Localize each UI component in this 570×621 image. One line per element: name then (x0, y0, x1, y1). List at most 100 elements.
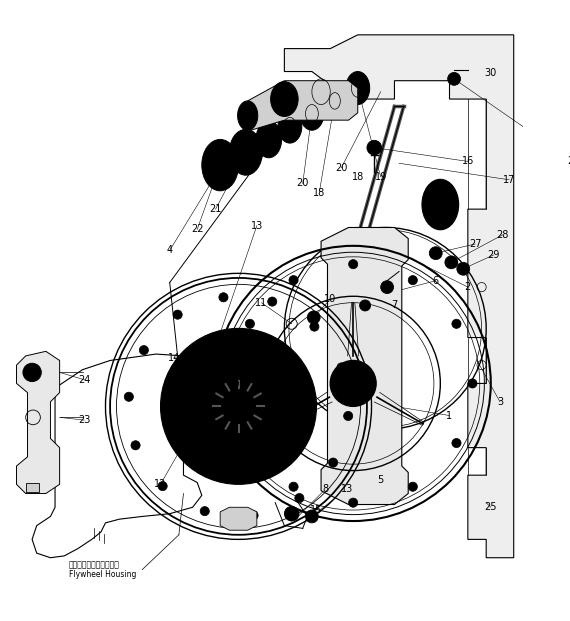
Ellipse shape (271, 81, 298, 117)
Circle shape (349, 498, 358, 507)
Text: 25: 25 (484, 502, 497, 512)
Ellipse shape (229, 129, 262, 175)
Text: 11: 11 (255, 297, 267, 307)
Text: 24: 24 (78, 374, 91, 385)
Text: 6: 6 (433, 276, 439, 286)
Ellipse shape (278, 110, 302, 143)
Circle shape (452, 319, 461, 329)
Circle shape (245, 319, 254, 329)
Circle shape (306, 510, 318, 523)
Text: 14: 14 (168, 353, 181, 363)
Circle shape (429, 247, 442, 260)
Ellipse shape (266, 434, 282, 450)
Text: 18: 18 (313, 188, 325, 197)
Circle shape (194, 354, 206, 367)
Text: 20: 20 (335, 163, 348, 173)
Circle shape (198, 376, 209, 387)
Text: 8: 8 (323, 484, 329, 494)
Circle shape (289, 276, 298, 285)
Circle shape (447, 73, 461, 85)
Ellipse shape (346, 71, 370, 104)
Circle shape (124, 392, 133, 401)
Text: 19: 19 (374, 172, 387, 182)
Circle shape (328, 458, 338, 467)
Circle shape (360, 300, 370, 311)
Text: 20: 20 (296, 178, 309, 188)
Circle shape (284, 506, 299, 521)
Circle shape (468, 379, 477, 388)
Text: 30: 30 (484, 68, 497, 78)
Text: 13: 13 (341, 484, 353, 494)
Ellipse shape (422, 179, 459, 230)
Ellipse shape (324, 85, 346, 117)
Circle shape (173, 310, 182, 319)
Text: 9: 9 (226, 470, 233, 480)
Circle shape (245, 438, 254, 448)
Text: 10: 10 (324, 294, 336, 304)
Text: 23: 23 (78, 415, 91, 425)
Text: 26: 26 (567, 156, 570, 166)
Circle shape (330, 361, 376, 406)
Circle shape (349, 260, 358, 269)
Circle shape (139, 345, 148, 355)
Text: 1: 1 (446, 410, 453, 420)
Ellipse shape (195, 363, 211, 379)
Circle shape (23, 363, 41, 381)
Ellipse shape (238, 101, 258, 130)
Text: 16: 16 (462, 156, 474, 166)
Ellipse shape (202, 140, 238, 191)
Circle shape (381, 281, 393, 294)
Ellipse shape (232, 448, 245, 466)
Text: 27: 27 (469, 239, 482, 249)
Text: 13: 13 (251, 220, 263, 230)
Text: 2: 2 (465, 282, 471, 292)
Circle shape (457, 262, 470, 275)
Text: 28: 28 (496, 230, 509, 240)
Polygon shape (17, 351, 60, 494)
Circle shape (161, 329, 316, 484)
Ellipse shape (195, 434, 211, 450)
Circle shape (229, 379, 238, 388)
Circle shape (337, 363, 346, 372)
Polygon shape (220, 507, 257, 530)
Circle shape (307, 311, 320, 324)
Text: フライホイルハウジング: フライホイルハウジング (69, 561, 120, 569)
Circle shape (289, 482, 298, 491)
Text: 17: 17 (503, 175, 515, 185)
Circle shape (200, 507, 209, 515)
Circle shape (158, 481, 167, 491)
Ellipse shape (300, 97, 324, 130)
Circle shape (367, 140, 382, 155)
Polygon shape (321, 227, 408, 504)
Text: 5: 5 (377, 474, 384, 485)
Ellipse shape (232, 347, 245, 365)
Text: 12: 12 (154, 479, 166, 489)
Circle shape (452, 438, 461, 448)
Ellipse shape (266, 363, 282, 379)
Text: 3: 3 (497, 397, 503, 407)
Ellipse shape (179, 400, 197, 413)
Text: 22: 22 (191, 224, 203, 234)
Circle shape (408, 276, 417, 285)
Ellipse shape (280, 400, 298, 413)
Circle shape (131, 441, 140, 450)
Circle shape (408, 482, 417, 491)
Circle shape (268, 297, 277, 306)
Circle shape (211, 379, 266, 434)
Polygon shape (26, 483, 39, 492)
Text: 29: 29 (487, 250, 500, 260)
Text: 18: 18 (352, 172, 364, 182)
Circle shape (310, 322, 319, 331)
Circle shape (249, 511, 258, 520)
Circle shape (295, 494, 304, 502)
Polygon shape (284, 35, 514, 558)
Text: Flywheel Housing: Flywheel Housing (69, 569, 136, 579)
Circle shape (445, 256, 458, 269)
Text: 15: 15 (310, 505, 323, 515)
Ellipse shape (256, 121, 282, 158)
Circle shape (219, 292, 228, 302)
Polygon shape (248, 81, 358, 131)
Text: 4: 4 (166, 245, 173, 255)
Text: 21: 21 (209, 204, 222, 214)
Circle shape (344, 411, 353, 420)
